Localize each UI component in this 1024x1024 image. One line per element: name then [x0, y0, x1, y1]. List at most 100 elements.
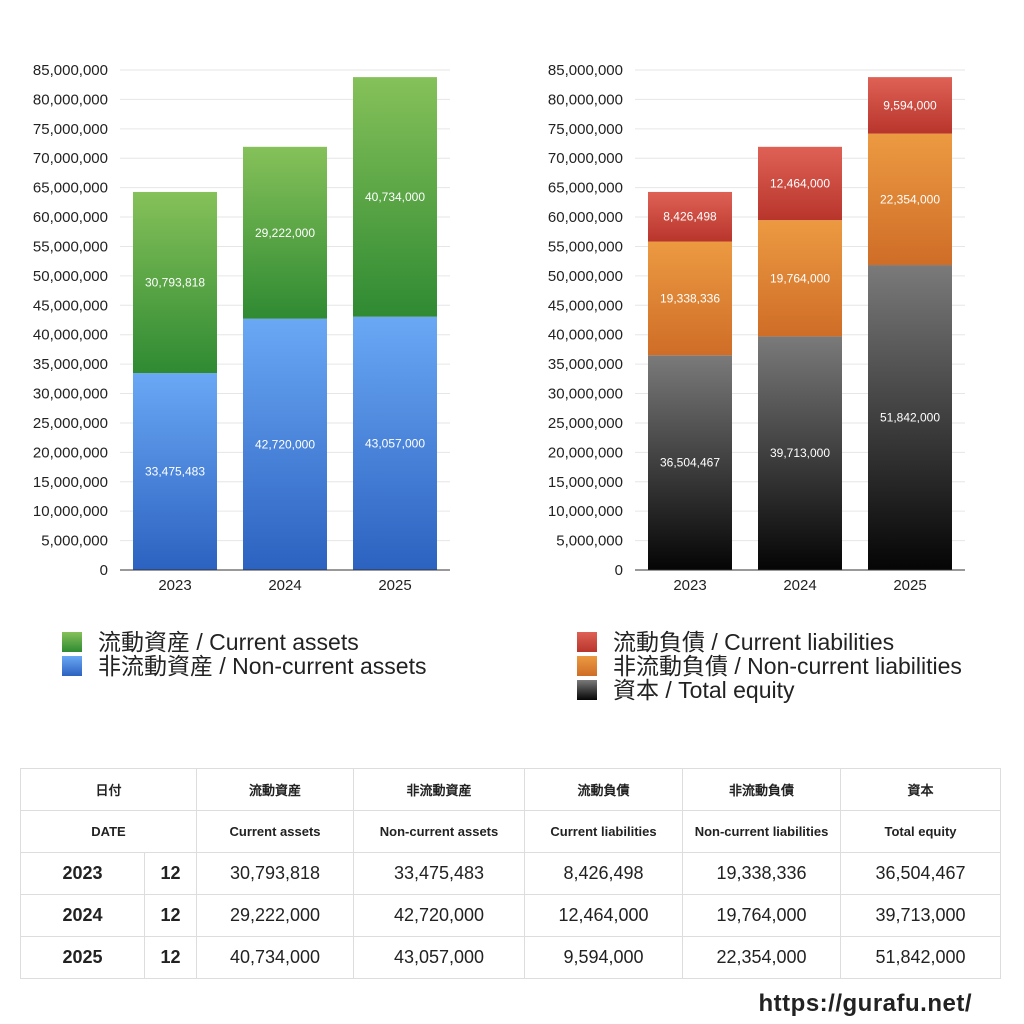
y-tick-label: 25,000,000	[548, 415, 623, 432]
table-header-jp: 日付 流動資産 非流動資産 流動負債 非流動負債 資本	[19, 768, 1002, 811]
bar-non-current-liabilities-2024	[758, 220, 842, 337]
data-label: 36,504,467	[660, 456, 720, 470]
cell-non-current-liabilities: 22,354,000	[682, 936, 842, 979]
bar-current-assets-2024	[243, 146, 327, 319]
table-row: 2025 12 40,734,000 43,057,000 9,594,000 …	[20, 936, 1002, 979]
y-tick-label: 85,000,000	[548, 62, 623, 79]
table-header-en: DATE Current assets Non-current assets C…	[19, 810, 1002, 853]
y-tick-label: 5,000,000	[41, 533, 108, 550]
y-tick-label: 45,000,000	[33, 297, 108, 314]
x-tick-label: 2025	[893, 577, 926, 594]
row-month: 12	[143, 894, 198, 937]
cell-current-assets: 29,222,000	[196, 894, 355, 937]
cell-current-assets: 30,793,818	[196, 852, 355, 895]
y-tick-label: 60,000,000	[33, 209, 108, 226]
data-label: 43,057,000	[365, 436, 425, 450]
cell-non-current-liabilities: 19,764,000	[682, 894, 842, 937]
y-tick-label: 5,000,000	[556, 533, 623, 550]
liabilities-equity-chart: 0 5,000,000 10,000,000 15,000,000 20,000,000…	[548, 62, 965, 594]
y-tick-label: 85,000,000	[33, 62, 108, 79]
legend-item-non-current-liabilities: 非流動負債 / Non-current liabilities	[577, 654, 962, 678]
cell-total-equity: 36,504,467	[840, 852, 1002, 895]
header-current-assets-en: Current assets	[196, 810, 355, 853]
y-tick-label: 40,000,000	[548, 327, 623, 344]
y-tick-label: 55,000,000	[33, 238, 108, 255]
legend-swatch-non-current-liabilities	[577, 656, 597, 676]
row-year: 2024	[20, 894, 145, 937]
legend-swatch-current-liabilities	[577, 632, 597, 652]
y-tick-label: 40,000,000	[33, 327, 108, 344]
header-non-current-assets-jp: 非流動資産	[353, 768, 526, 811]
data-label: 12,464,000	[770, 176, 830, 190]
bar-current-assets-2025	[353, 77, 437, 317]
y-tick-label: 15,000,000	[548, 474, 623, 491]
assets-chart: 0 5,000,000 10,000,000 15,000,000 20,000,000…	[33, 62, 450, 594]
bar-non-current-liabilities-2023	[648, 241, 732, 356]
liabilities-equity-legend: 流動負債 / Current liabilities 非流動負債 / Non-c…	[577, 630, 962, 702]
y-tick-label: 80,000,000	[548, 91, 623, 108]
legend-label-current-liabilities: 流動負債 / Current liabilities	[613, 629, 895, 655]
cell-non-current-assets: 33,475,483	[353, 852, 526, 895]
balance-sheet-table: 日付 流動資産 非流動資産 流動負債 非流動負債 資本 DATE Current…	[19, 768, 1002, 979]
y-tick-label: 10,000,000	[548, 503, 623, 520]
y-tick-label: 70,000,000	[548, 150, 623, 167]
y-tick-label: 75,000,000	[33, 121, 108, 138]
y-tick-label: 20,000,000	[548, 444, 623, 461]
data-label: 33,475,483	[145, 465, 205, 479]
legend-label-non-current-liabilities: 非流動負債 / Non-current liabilities	[613, 653, 962, 679]
x-tick-label: 2025	[378, 577, 411, 594]
y-tick-label: 30,000,000	[33, 386, 108, 403]
cell-non-current-liabilities: 19,338,336	[682, 852, 842, 895]
header-current-liabilities-jp: 流動負債	[524, 768, 684, 811]
bar-current-liabilities-2023	[648, 191, 732, 242]
y-tick-label: 0	[100, 562, 108, 579]
data-label: 19,338,336	[660, 291, 720, 305]
header-non-current-liabilities-en: Non-current liabilities	[682, 810, 842, 853]
y-tick-label: 10,000,000	[33, 503, 108, 520]
header-date-en: DATE	[19, 810, 198, 853]
data-label: 8,426,498	[663, 210, 717, 224]
header-date-jp: 日付	[19, 768, 198, 811]
bar-non-current-assets-2024	[243, 318, 327, 570]
cell-total-equity: 51,842,000	[840, 936, 1002, 979]
table-row: 2024 12 29,222,000 42,720,000 12,464,000…	[20, 894, 1002, 937]
y-tick-label: 75,000,000	[548, 121, 623, 138]
y-tick-label: 45,000,000	[548, 297, 623, 314]
y-tick-label: 80,000,000	[33, 91, 108, 108]
y-tick-label: 65,000,000	[548, 180, 623, 197]
legend-label-total-equity: 資本 / Total equity	[613, 677, 795, 703]
header-total-equity-en: Total equity	[840, 810, 1002, 853]
y-tick-label: 50,000,000	[548, 268, 623, 285]
x-tick-label: 2024	[783, 577, 816, 594]
y-tick-label: 60,000,000	[548, 209, 623, 226]
bar-non-current-liabilities-2025	[868, 133, 952, 266]
cell-total-equity: 39,713,000	[840, 894, 1002, 937]
data-label: 30,793,818	[145, 276, 205, 290]
bar-non-current-assets-2025	[353, 316, 437, 570]
legend-item-current-liabilities: 流動負債 / Current liabilities	[577, 630, 962, 654]
bar-current-liabilities-2024	[758, 146, 842, 221]
header-current-liabilities-en: Current liabilities	[524, 810, 684, 853]
legend-item-non-current-assets: 非流動資産 / Non-current assets	[62, 654, 426, 678]
cell-non-current-assets: 42,720,000	[353, 894, 526, 937]
y-tick-label: 25,000,000	[33, 415, 108, 432]
cell-current-liabilities: 8,426,498	[524, 852, 684, 895]
header-non-current-assets-en: Non-current assets	[353, 810, 526, 853]
y-tick-label: 65,000,000	[33, 180, 108, 197]
data-label: 29,222,000	[255, 226, 315, 240]
data-label: 42,720,000	[255, 437, 315, 451]
y-tick-label: 35,000,000	[33, 356, 108, 373]
cell-current-liabilities: 12,464,000	[524, 894, 684, 937]
y-tick-label: 50,000,000	[33, 268, 108, 285]
legend-label-non-current-assets: 非流動資産 / Non-current assets	[98, 653, 427, 679]
legend-label-current-assets: 流動資産 / Current assets	[98, 629, 359, 655]
data-label: 40,734,000	[365, 190, 425, 204]
row-year: 2025	[20, 936, 145, 979]
legend-swatch-total-equity	[577, 680, 597, 700]
legend-swatch-non-current-assets	[62, 656, 82, 676]
bar-current-assets-2023	[133, 191, 217, 374]
cell-non-current-assets: 43,057,000	[353, 936, 526, 979]
data-label: 19,764,000	[770, 271, 830, 285]
bar-non-current-assets-2023	[133, 373, 217, 570]
assets-legend: 流動資産 / Current assets 非流動資産 / Non-curren…	[62, 630, 426, 678]
